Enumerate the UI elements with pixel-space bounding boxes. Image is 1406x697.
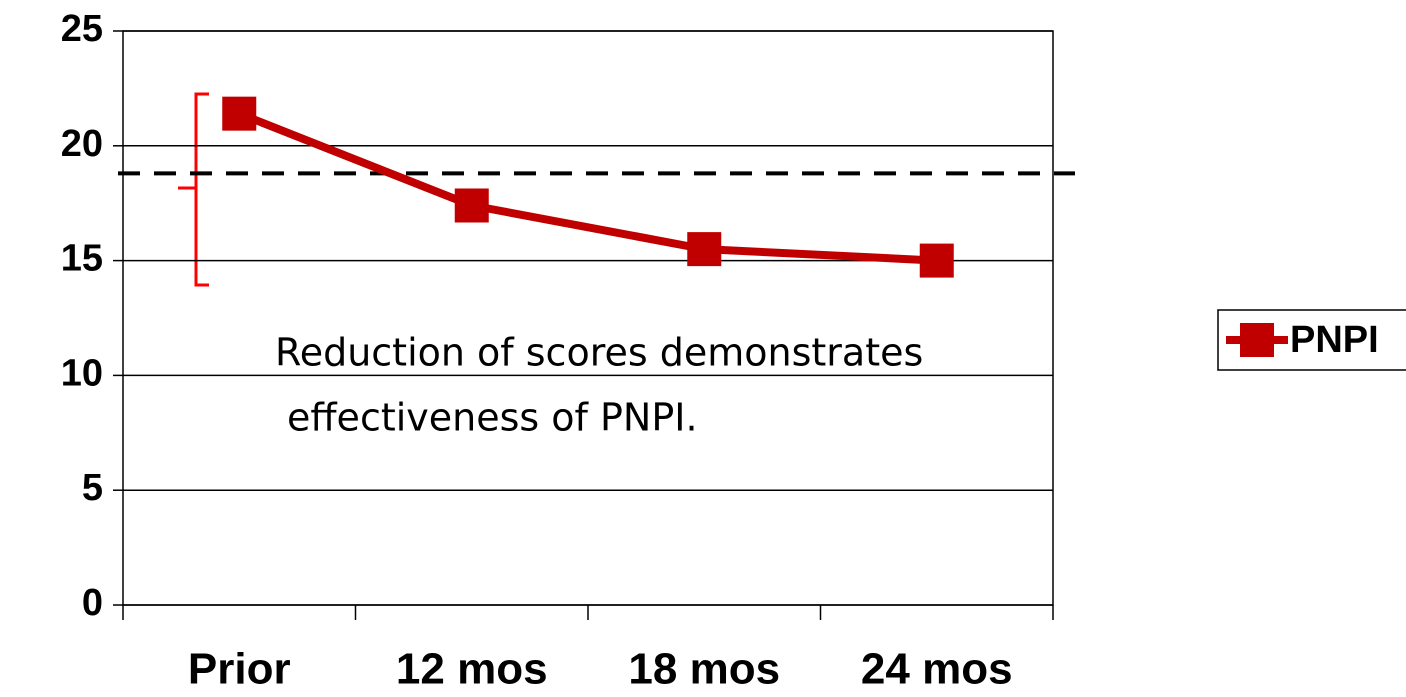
x-tick-label: Prior	[188, 645, 291, 694]
marker	[222, 96, 257, 131]
marker	[687, 232, 722, 267]
y-tick-label: 5	[82, 467, 103, 509]
legend-marker	[1240, 323, 1274, 357]
y-tick-label: 25	[61, 8, 103, 50]
series-line	[237, 109, 937, 265]
x-tick-label: 18 mos	[628, 645, 780, 694]
marker	[919, 243, 954, 278]
y-tick-label: 10	[61, 352, 103, 394]
x-tick-label: 12 mos	[396, 645, 548, 694]
x-tick-label: 24 mos	[861, 645, 1013, 694]
annotation: effectiveness of PNPI.	[287, 396, 698, 440]
annotation: Reduction of scores demonstrates	[275, 331, 923, 375]
bracket	[178, 92, 209, 287]
plot-border	[122, 30, 1054, 606]
plot-layer: 0 5 10 15 20 25 Prior 12 mos 18 mos 24 mos PNPI	[61, 8, 1406, 694]
y-tick-label: 0	[82, 582, 103, 624]
legend-label: PNPI	[1290, 319, 1379, 361]
marker	[454, 188, 489, 223]
y-tick-label: 15	[61, 238, 103, 280]
y-tick-label: 20	[61, 123, 103, 165]
